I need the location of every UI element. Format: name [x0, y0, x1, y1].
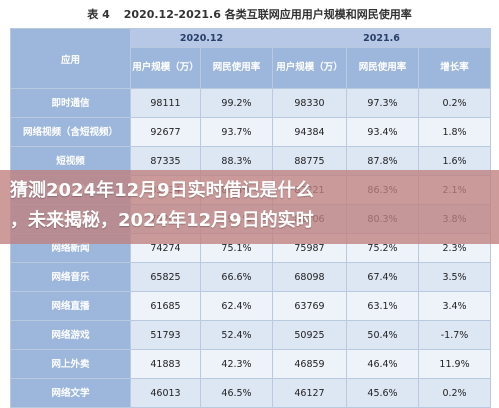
rate-2020-cell: 52.4%	[200, 320, 273, 350]
users-2021-cell: 50925	[272, 320, 347, 350]
users-2020-cell: 98111	[130, 88, 201, 118]
growth-cell: 11.9%	[417, 349, 492, 379]
users-2020-cell: 65825	[130, 262, 201, 292]
app-name-cell: 网络游戏	[10, 320, 131, 350]
column-header-row: 用户规模（万） 网民使用率 用户规模（万） 网民使用率 增长率	[11, 47, 492, 89]
app-name-cell: 即时通信	[10, 88, 131, 118]
users-2021-cell: 94384	[272, 117, 347, 147]
table-row: 即时通信 98111 99.2% 98330 97.3% 0.2%	[10, 88, 492, 118]
growth-cell: 1.8%	[417, 117, 492, 147]
table-row: 网络直播 61685 62.4% 63769 63.1% 3.4%	[10, 291, 492, 321]
app-name-cell: 网络直播	[10, 291, 131, 321]
rate-2021-cell: 46.4%	[346, 349, 419, 379]
overlay-banner: 猜测2024年12月9日实时借记是什么 ，未来揭秘，2024年12月9日的实时	[0, 170, 499, 244]
users-2021-cell: 98330	[272, 88, 347, 118]
users-2021-cell: 46127	[272, 378, 347, 408]
users-2020-cell: 41883	[130, 349, 201, 379]
users-2020-cell: 92677	[130, 117, 201, 147]
growth-header: 增长率	[417, 47, 492, 89]
table-body: 即时通信 98111 99.2% 98330 97.3% 0.2% 网络视频（含短视频） 92…	[10, 88, 492, 408]
rate-2020-cell: 66.6%	[200, 262, 273, 292]
users-2021-cell: 63769	[272, 291, 347, 321]
growth-cell: 3.4%	[417, 291, 492, 321]
period-2021-header: 2021.6	[271, 28, 492, 48]
rate-2020-header: 网民使用率	[200, 47, 273, 89]
app-name-cell: 网上外卖	[10, 349, 131, 379]
app-name-cell: 网络视频（含短视频）	[10, 117, 131, 147]
rate-2020-cell: 93.7%	[200, 117, 273, 147]
banner-line-2: ，未来揭秘，2024年12月9日的实时	[10, 210, 314, 231]
table-caption: 表 4 2020.12-2021.6 各类互联网应用用户规模和网民使用率	[0, 0, 499, 28]
growth-cell: 0.2%	[417, 378, 492, 408]
table-row: 网络音乐 65825 66.6% 68098 67.4% 3.5%	[10, 262, 492, 292]
users-2020-header: 用户规模（万）	[130, 47, 201, 89]
users-2021-cell: 68098	[272, 262, 347, 292]
growth-cell: 3.5%	[417, 262, 492, 292]
table-row: 网络游戏 51793 52.4% 50925 50.4% -1.7%	[10, 320, 492, 350]
table-row: 短视频 87335 88.3% 88775 87.8% 1.6%	[10, 146, 492, 176]
users-2021-cell: 46859	[272, 349, 347, 379]
banner-line-1: 猜测2024年12月9日实时借记是什么	[10, 180, 314, 201]
users-2020-cell: 61685	[130, 291, 201, 321]
table-row: 网络文学 46013 46.5% 46127 45.6% 0.2%	[10, 378, 492, 408]
table-number: 表 4	[87, 8, 110, 21]
users-2020-cell: 51793	[130, 320, 201, 350]
users-2020-cell: 46013	[130, 378, 201, 408]
rate-2021-header: 网民使用率	[346, 47, 419, 89]
rate-2021-cell: 45.6%	[346, 378, 419, 408]
rate-2021-cell: 67.4%	[346, 262, 419, 292]
app-column-header: 应用	[10, 28, 131, 89]
rate-2021-cell: 93.4%	[346, 117, 419, 147]
rate-2020-cell: 99.2%	[200, 88, 273, 118]
app-name-cell: 网络文学	[10, 378, 131, 408]
rate-2020-cell: 42.3%	[200, 349, 273, 379]
rate-2020-cell: 62.4%	[200, 291, 273, 321]
table-title: 2020.12-2021.6 各类互联网应用用户规模和网民使用率	[123, 8, 412, 21]
period-2020-header: 2020.12	[130, 28, 273, 48]
app-name-cell: 网络音乐	[10, 262, 131, 292]
table-row: 网络视频（含短视频） 92677 93.7% 94384 93.4% 1.8%	[10, 117, 492, 147]
rate-2021-cell: 50.4%	[346, 320, 419, 350]
growth-cell: -1.7%	[417, 320, 492, 350]
users-2021-header: 用户规模（万）	[272, 47, 347, 89]
table-row: 网上外卖 41883 42.3% 46859 46.4% 11.9%	[10, 349, 492, 379]
growth-cell: 0.2%	[417, 88, 492, 118]
rate-2021-cell: 97.3%	[346, 88, 419, 118]
period-header-row: 应用 2020.12 2021.6	[10, 28, 492, 89]
rate-2020-cell: 46.5%	[200, 378, 273, 408]
rate-2021-cell: 63.1%	[346, 291, 419, 321]
